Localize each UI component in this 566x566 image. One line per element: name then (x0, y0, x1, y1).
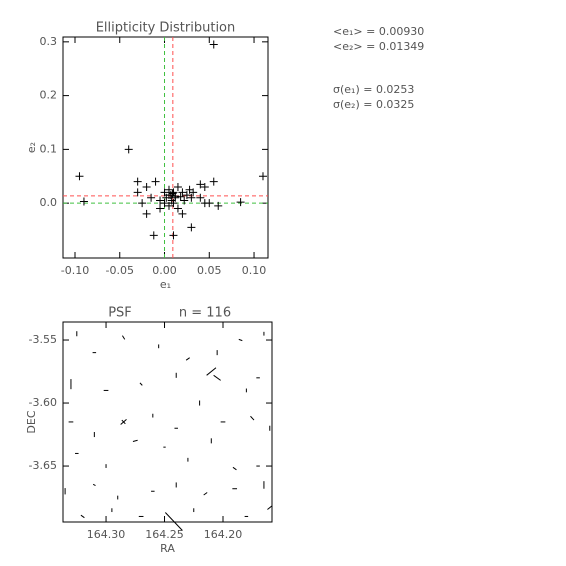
point (173, 204, 182, 213)
point (187, 223, 196, 232)
point (164, 201, 173, 210)
y-axis-label: e₂ (25, 142, 38, 153)
point (200, 183, 209, 192)
point (142, 183, 151, 192)
point (236, 198, 245, 207)
x-tick-label: 164.20 (204, 528, 243, 541)
chart: -0.10 -0.05 0.00 0.05 0.10 0.0 0.1 0.2 0.3 e₁ e₂ El… (25, 21, 424, 292)
point (196, 193, 205, 202)
point (149, 231, 158, 240)
point (187, 193, 196, 202)
point (133, 188, 142, 197)
whisker (185, 357, 190, 361)
point (209, 177, 218, 186)
chart: 164.30 164.25 164.20 -3.55 -3.60 -3.65 RA DEC PS… (25, 306, 273, 555)
plot-frame (62, 321, 273, 523)
whisker (250, 415, 255, 421)
point (169, 188, 178, 197)
point (156, 196, 165, 205)
whisker (232, 466, 237, 471)
point (124, 145, 133, 154)
whisker (267, 505, 273, 510)
whisker (203, 492, 208, 496)
chart-title: PSF (108, 306, 132, 321)
annotation: <e₂> = 0.01349 (333, 40, 424, 53)
whisker (121, 419, 126, 425)
point (160, 188, 169, 197)
y-tick-label: -3.60 (29, 396, 57, 409)
point (171, 192, 180, 201)
plot-frame (62, 36, 269, 259)
x-tick-label: 0.05 (197, 264, 222, 277)
chart-subtitle: n = 116 (179, 306, 231, 321)
whisker (213, 374, 221, 381)
y-tick-label: 0.1 (40, 142, 58, 155)
x-tick-label: 164.30 (87, 528, 126, 541)
x-tick-label: -0.05 (106, 264, 134, 277)
point (164, 191, 173, 200)
point (182, 191, 191, 200)
point (133, 177, 142, 186)
annotation: σ(e₂) = 0.0325 (333, 98, 414, 111)
whisker (164, 512, 183, 531)
point (196, 180, 205, 189)
whisker (132, 439, 138, 442)
point (169, 199, 178, 208)
y-axis-label: DEC (25, 410, 38, 433)
y-tick-label: -3.65 (29, 459, 57, 472)
point (75, 172, 84, 181)
point (160, 199, 169, 208)
whisker (80, 514, 85, 519)
point (178, 188, 187, 197)
point (189, 188, 198, 197)
point (151, 177, 160, 186)
point (142, 209, 151, 218)
point (147, 193, 156, 202)
whisker (121, 335, 126, 340)
whisker (238, 338, 243, 342)
whisker (139, 382, 143, 386)
point (176, 192, 185, 201)
point (209, 40, 218, 49)
whisker (92, 483, 96, 487)
x-tick-label: -0.10 (61, 264, 89, 277)
point (258, 172, 267, 181)
point (79, 197, 88, 206)
point (178, 209, 187, 218)
point (169, 231, 178, 240)
y-tick-label: 0.2 (40, 89, 58, 102)
x-axis-label: e₁ (160, 278, 171, 291)
y-tick-label: 0.3 (40, 35, 58, 48)
x-tick-label: 0.10 (242, 264, 267, 277)
x-tick-label: 0.00 (152, 264, 177, 277)
y-tick-label: -3.55 (29, 333, 57, 346)
x-axis-label: RA (160, 542, 175, 555)
annotation: <e₁> = 0.00930 (333, 25, 424, 38)
chart-title: Ellipticity Distribution (96, 21, 236, 36)
point (173, 183, 182, 192)
point (180, 196, 189, 205)
whisker (206, 367, 217, 376)
y-tick-label: 0.0 (40, 196, 58, 209)
point (138, 199, 147, 208)
annotation: σ(e₁) = 0.0253 (333, 83, 414, 96)
x-tick-label: 164.25 (145, 528, 184, 541)
point (156, 204, 165, 213)
point (214, 201, 223, 210)
point (200, 199, 209, 208)
